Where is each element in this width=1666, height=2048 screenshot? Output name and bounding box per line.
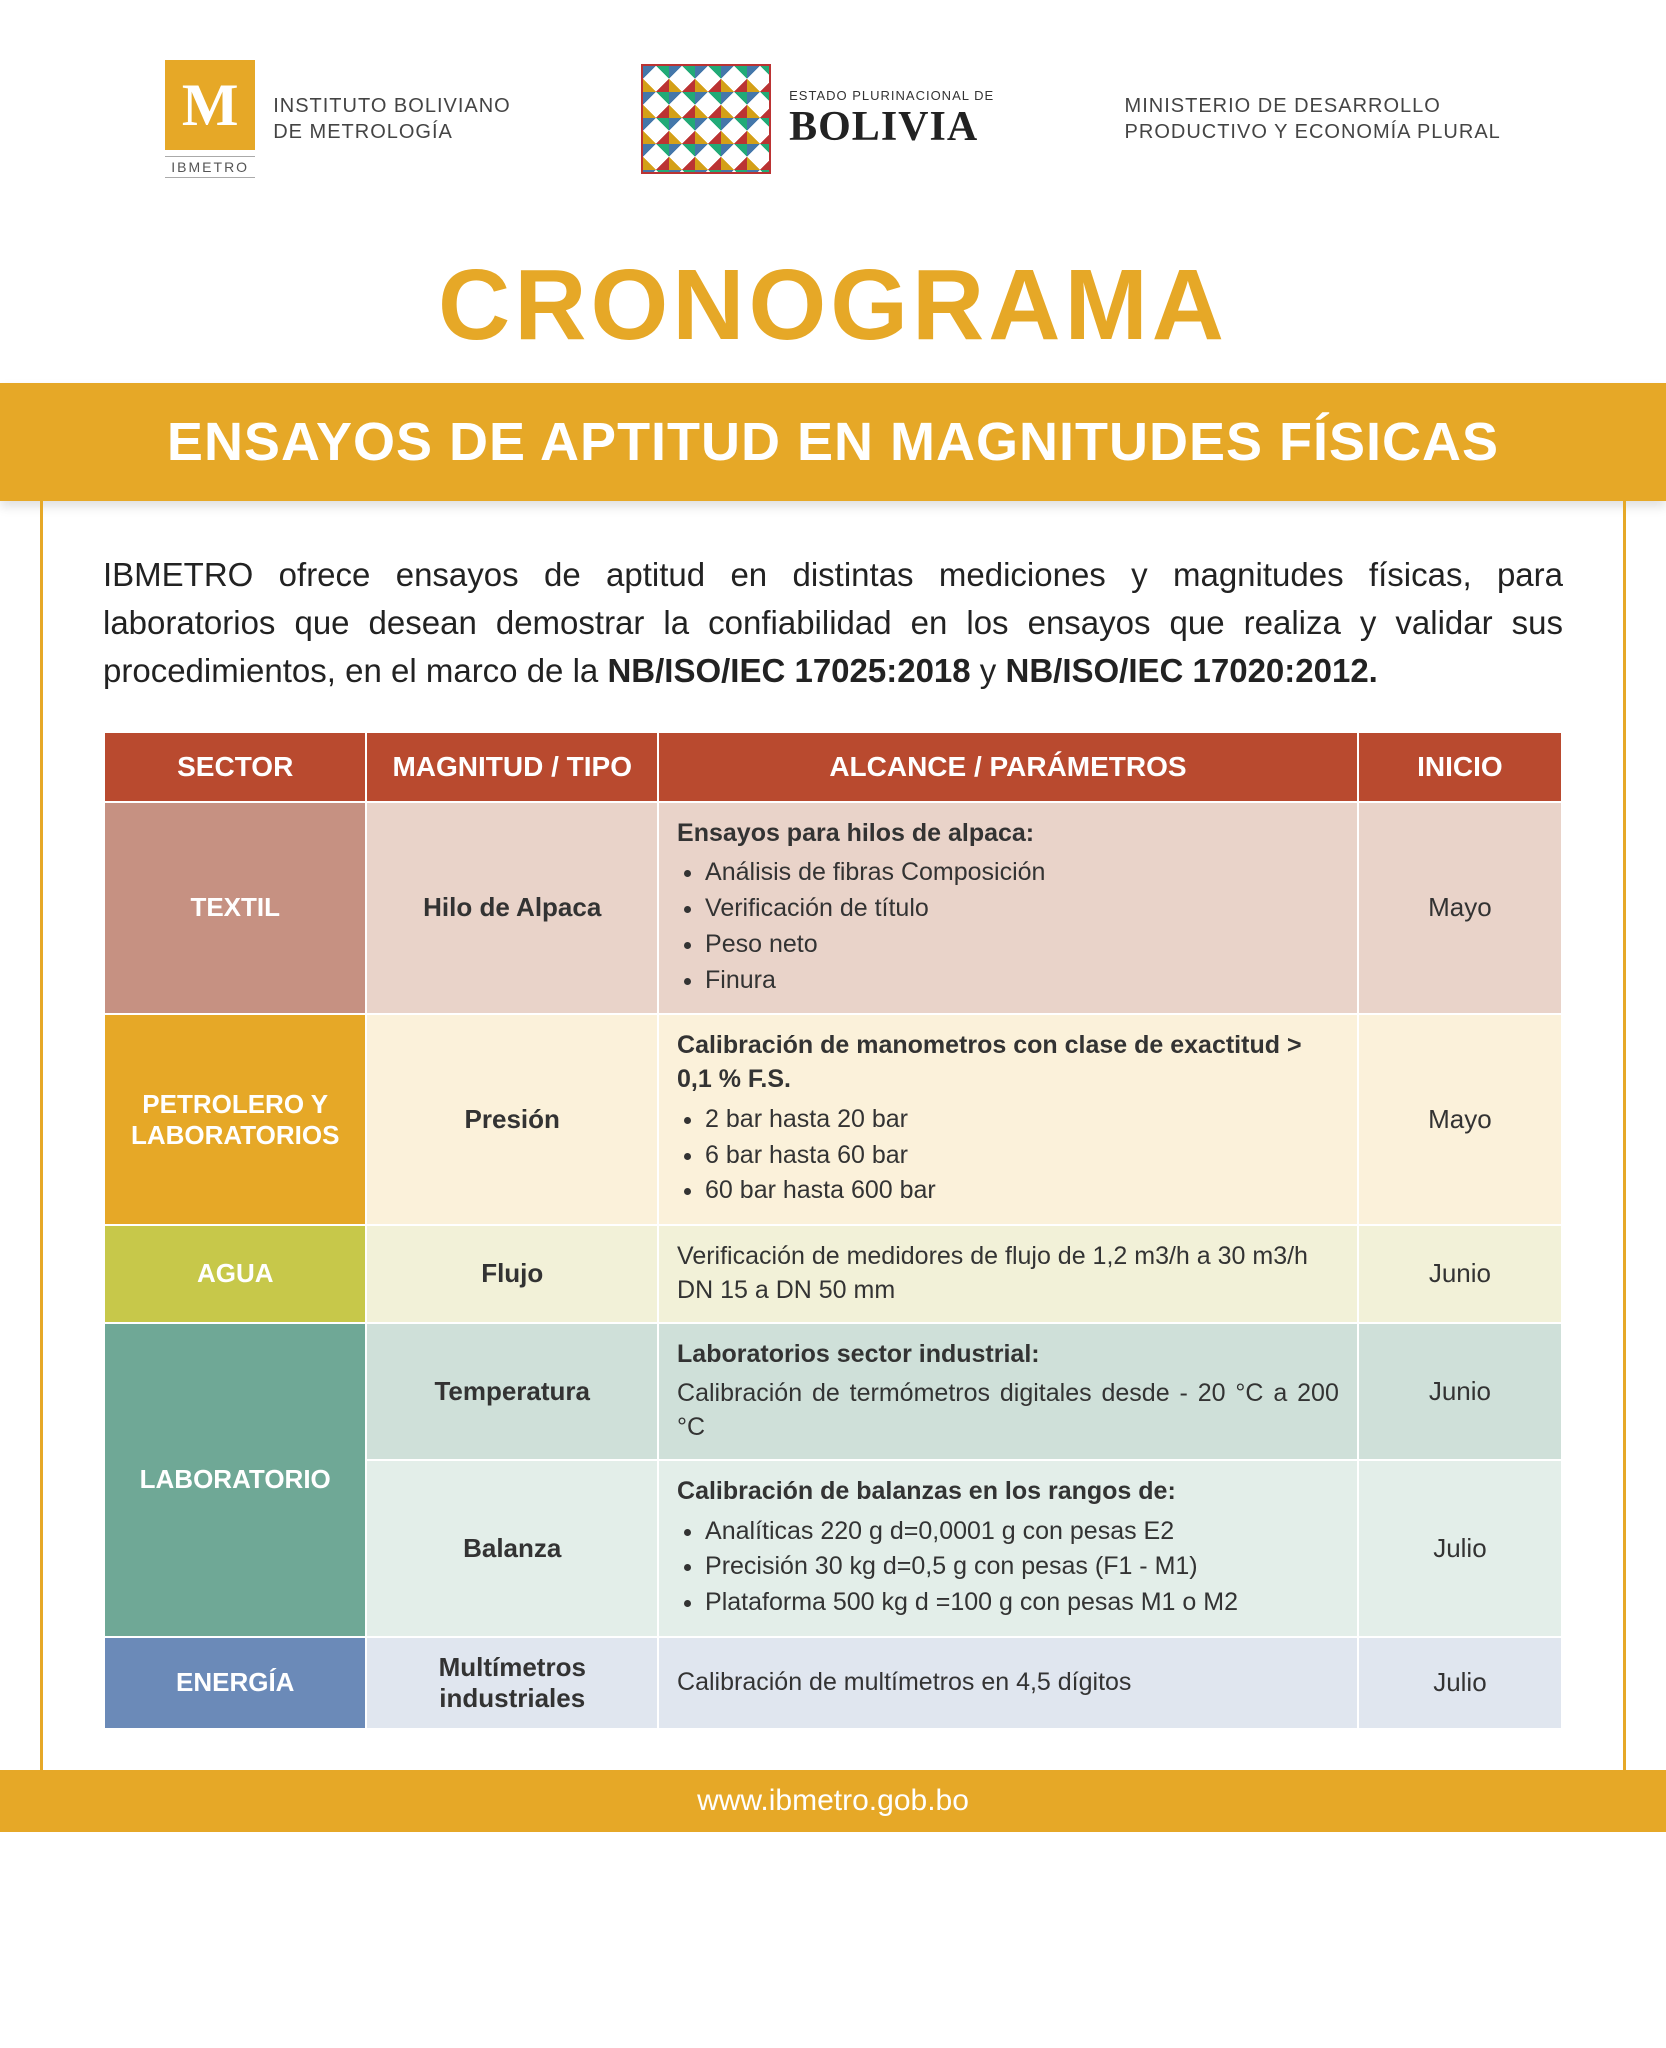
table-row: ENERGÍAMultímetros industriales Calibraci… (104, 1637, 1562, 1729)
table-row: TEXTILHilo de AlpacaEnsayos para hilos d… (104, 802, 1562, 1015)
bolivia-big: BOLIVIA (789, 103, 994, 151)
footer-url: www.ibmetro.gob.bo (0, 1770, 1666, 1832)
bolivia-text: ESTADO PLURINACIONAL DE BOLIVIA (789, 88, 994, 151)
alcance-text: Calibración de termómetros digitales des… (677, 1377, 1339, 1445)
ibmetro-label: IBMETRO (165, 156, 255, 178)
alcance-item: 60 bar hasta 600 bar (705, 1174, 1339, 1208)
sector-cell: ENERGÍA (104, 1637, 366, 1729)
inicio-cell: Mayo (1358, 1014, 1562, 1225)
sector-cell: LABORATORIO (104, 1323, 366, 1637)
inicio-cell: Junio (1358, 1323, 1562, 1460)
table-body: TEXTILHilo de AlpacaEnsayos para hilos d… (104, 802, 1562, 1729)
sector-cell: PETROLERO Y LABORATORIOS (104, 1014, 366, 1225)
sector-cell: TEXTIL (104, 802, 366, 1015)
ibmetro-m-icon: M (165, 60, 255, 150)
alcance-list: 2 bar hasta 20 bar6 bar hasta 60 bar60 b… (677, 1103, 1339, 1208)
table-header-cell: ALCANCE / PARÁMETROS (658, 732, 1358, 802)
page-title: CRONOGRAMA (0, 218, 1666, 383)
table-row: PETROLERO Y LABORATORIOSPresión Calibraci… (104, 1014, 1562, 1225)
alcance-cell: Laboratorios sector industrial: Calibraci… (658, 1323, 1358, 1460)
magnitud-cell: Flujo (366, 1225, 658, 1323)
alcance-item: Verificación de título (705, 892, 1339, 926)
magnitud-cell: Multímetros industriales (366, 1637, 658, 1729)
table-row: AGUAFlujo Verificación de medidores de fl… (104, 1225, 1562, 1323)
table-header-cell: SECTOR (104, 732, 366, 802)
alcance-list: Analíticas 220 g d=0,0001 g con pesas E2… (677, 1515, 1339, 1620)
magnitud-cell: Balanza (366, 1460, 658, 1637)
alcance-lead: Laboratorios sector industrial: (677, 1338, 1339, 1372)
alcance-lead: Calibración de manometros con clase de e… (677, 1029, 1339, 1097)
ministerio-line2: PRODUCTIVO Y ECONOMÍA PLURAL (1125, 119, 1501, 145)
alcance-text: Verificación de medidores de flujo de 1,… (677, 1240, 1339, 1308)
magnitud-cell: Hilo de Alpaca (366, 802, 658, 1015)
schedule-table: SECTORMAGNITUD / TIPOALCANCE / PARÁMETRO… (103, 731, 1563, 1730)
alcance-item: Plataforma 500 kg d =100 g con pesas M1 … (705, 1586, 1339, 1620)
intro-and: y (971, 652, 1006, 689)
bolivia-pattern-icon (641, 64, 771, 174)
ibmetro-logo: M IBMETRO (165, 60, 255, 178)
magnitud-cell: Temperatura (366, 1323, 658, 1460)
alcance-item: Precisión 30 kg d=0,5 g con pesas (F1 - … (705, 1550, 1339, 1584)
inicio-cell: Julio (1358, 1637, 1562, 1729)
magnitud-cell: Presión (366, 1014, 658, 1225)
intro-paragraph: IBMETRO ofrece ensayos de aptitud en dis… (103, 551, 1563, 695)
table-row: LABORATORIOTemperaturaLaboratorios secto… (104, 1323, 1562, 1460)
ministerio-text: MINISTERIO DE DESARROLLO PRODUCTIVO Y EC… (1125, 93, 1501, 145)
inicio-cell: Mayo (1358, 802, 1562, 1015)
alcance-cell: Calibración de multímetros en 4,5 dígito… (658, 1637, 1358, 1729)
alcance-cell: Calibración de manometros con clase de e… (658, 1014, 1358, 1225)
ibmetro-text: INSTITUTO BOLIVIANO DE METROLOGÍA (273, 93, 511, 145)
alcance-item: Análisis de fibras Composición (705, 856, 1339, 890)
banner-subtitle: ENSAYOS DE APTITUD EN MAGNITUDES FÍSICAS (0, 383, 1666, 501)
alcance-item: Analíticas 220 g d=0,0001 g con pesas E2 (705, 1515, 1339, 1549)
alcance-cell: Calibración de balanzas en los rangos de… (658, 1460, 1358, 1637)
ibmetro-text-line2: DE METROLOGÍA (273, 119, 511, 145)
table-header-row: SECTORMAGNITUD / TIPOALCANCE / PARÁMETRO… (104, 732, 1562, 802)
alcance-text: Calibración de multímetros en 4,5 dígito… (677, 1666, 1339, 1700)
bolivia-logo-block: ESTADO PLURINACIONAL DE BOLIVIA (641, 64, 994, 174)
content-frame: IBMETRO ofrece ensayos de aptitud en dis… (40, 501, 1626, 1770)
sector-cell: AGUA (104, 1225, 366, 1323)
inicio-cell: Junio (1358, 1225, 1562, 1323)
alcance-lead: Calibración de balanzas en los rangos de… (677, 1475, 1339, 1509)
bolivia-small: ESTADO PLURINACIONAL DE (789, 88, 994, 103)
intro-bold2: NB/ISO/IEC 17020:2012. (1005, 652, 1377, 689)
intro-bold1: NB/ISO/IEC 17025:2018 (607, 652, 970, 689)
alcance-cell: Ensayos para hilos de alpaca: Análisis de… (658, 802, 1358, 1015)
alcance-cell: Verificación de medidores de flujo de 1,… (658, 1225, 1358, 1323)
header-logos: M IBMETRO INSTITUTO BOLIVIANO DE METROLO… (0, 0, 1666, 218)
alcance-item: 6 bar hasta 60 bar (705, 1139, 1339, 1173)
alcance-list: Análisis de fibras ComposiciónVerificaci… (677, 856, 1339, 997)
table-header-cell: MAGNITUD / TIPO (366, 732, 658, 802)
alcance-item: 2 bar hasta 20 bar (705, 1103, 1339, 1137)
inicio-cell: Julio (1358, 1460, 1562, 1637)
alcance-item: Finura (705, 964, 1339, 998)
alcance-item: Peso neto (705, 928, 1339, 962)
ministerio-line1: MINISTERIO DE DESARROLLO (1125, 93, 1501, 119)
table-header-cell: INICIO (1358, 732, 1562, 802)
ibmetro-logo-block: M IBMETRO INSTITUTO BOLIVIANO DE METROLO… (165, 60, 511, 178)
ibmetro-text-line1: INSTITUTO BOLIVIANO (273, 93, 511, 119)
alcance-lead: Ensayos para hilos de alpaca: (677, 817, 1339, 851)
